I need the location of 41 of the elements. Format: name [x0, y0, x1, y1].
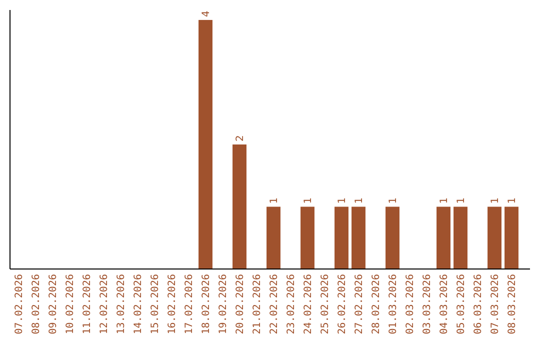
x-tick-label: 27.02.2026 [354, 274, 365, 334]
x-tick-label: 13.02.2026 [116, 274, 127, 334]
x-tick-label: 07.02.2026 [14, 274, 25, 334]
x-tick-label: 24.02.2026 [303, 274, 314, 334]
x-tick-label: 26.02.2026 [337, 274, 348, 334]
x-tick-label: 21.02.2026 [252, 274, 263, 334]
x-tick-label: 02.03.2026 [405, 274, 416, 334]
data-label: 1 [439, 197, 450, 204]
data-label: 1 [269, 197, 280, 204]
data-label: 1 [337, 197, 348, 204]
x-tick-label: 12.02.2026 [99, 274, 110, 334]
data-label: 1 [507, 197, 518, 204]
data-label: 1 [303, 197, 314, 204]
x-tick-label: 01.03.2026 [388, 274, 399, 334]
x-tick-label: 16.02.2026 [167, 274, 178, 334]
x-tick-label: 06.03.2026 [473, 274, 484, 334]
x-tick-label: 11.02.2026 [82, 274, 93, 334]
data-label: 2 [235, 135, 246, 142]
x-tick-label: 20.02.2026 [235, 274, 246, 334]
x-tick-label: 08.02.2026 [31, 274, 42, 334]
x-tick-label: 04.03.2026 [439, 274, 450, 334]
x-tick-label: 25.02.2026 [320, 274, 331, 334]
data-label: 1 [490, 197, 501, 204]
x-tick-label: 23.02.2026 [286, 274, 297, 334]
x-tick-label: 15.02.2026 [150, 274, 161, 334]
x-tick-label: 09.02.2026 [48, 274, 59, 334]
x-tick-label: 17.02.2026 [184, 274, 195, 334]
data-label: 1 [456, 197, 467, 204]
x-tick-label: 19.02.2026 [218, 274, 229, 334]
x-tick-label: 05.03.2026 [456, 274, 467, 334]
x-tick-label: 14.02.2026 [133, 274, 144, 334]
x-tick-label: 07.03.2026 [490, 274, 501, 334]
x-tick-label: 18.02.2026 [201, 274, 212, 334]
x-tick-label: 03.03.2026 [422, 274, 433, 334]
x-tick-label: 22.02.2026 [269, 274, 280, 334]
data-label: 1 [354, 197, 365, 204]
x-tick-label: 28.02.2026 [371, 274, 382, 334]
data-label: 4 [201, 10, 212, 17]
x-tick-label: 10.02.2026 [65, 274, 76, 334]
x-tick-label: 08.03.2026 [507, 274, 518, 334]
data-label: 1 [388, 197, 399, 204]
